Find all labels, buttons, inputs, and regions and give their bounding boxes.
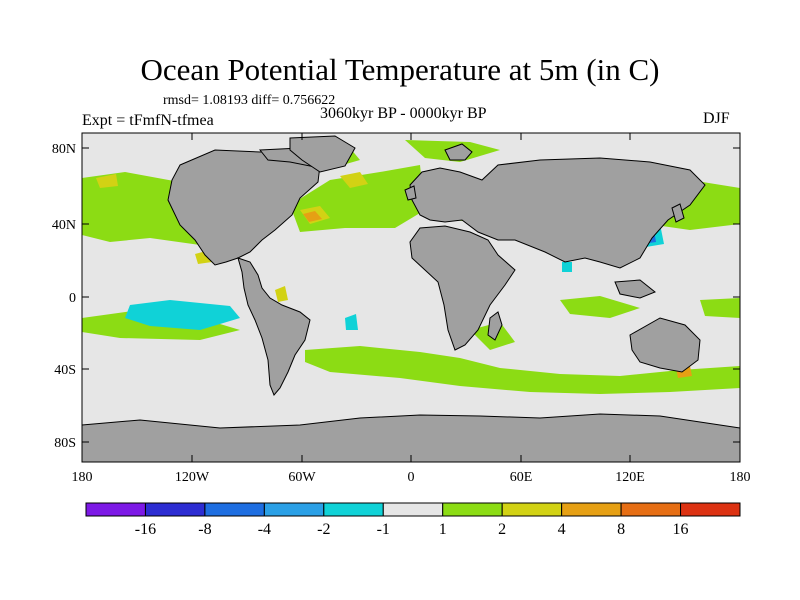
lon-label-60w: 60W: [288, 470, 316, 485]
colorbar-box-7: [501, 502, 563, 517]
south-america: [237, 257, 311, 396]
lat-label-40s: 40S: [54, 363, 76, 378]
pacific-spot: [96, 174, 118, 188]
colorbar-label-4: -1: [377, 521, 390, 538]
colorbar-label-9: 16: [673, 521, 689, 538]
colorbar-boxes: [85, 502, 741, 517]
lon-label-60e: 60E: [510, 470, 533, 485]
colorbar-box-2: [204, 502, 265, 517]
colorbar-box-6: [442, 502, 503, 517]
gulf-stream-core: [303, 211, 322, 222]
australia: [629, 317, 701, 373]
colorbar: -16 -8 -4 -2 -1 1 2 4 8 16: [85, 502, 741, 538]
map-plot: [82, 133, 740, 462]
brazil-current-spot: [275, 286, 288, 302]
africa: [409, 225, 516, 351]
antarctica: [82, 413, 740, 462]
madagascar: [487, 311, 503, 341]
japan: [671, 203, 685, 223]
british-isles: [404, 185, 417, 201]
lon-label-120e: 120E: [615, 470, 645, 485]
lat-label-0: 0: [69, 291, 76, 306]
colorbar-box-8: [561, 502, 622, 517]
season-label: DJF: [703, 110, 730, 127]
map-title: Ocean Potential Temperature at 5m (in C): [140, 52, 660, 87]
indian-ocean-patch: [560, 296, 640, 318]
latitude-axis: 80N 40N 0 40S 80S: [52, 142, 740, 451]
stats-label: rmsd= 1.08193 diff= 0.756622: [163, 93, 336, 108]
colorbar-box-5: [382, 502, 444, 517]
eurasia: [409, 157, 706, 269]
scandinavia: [444, 143, 473, 161]
greenland: [289, 135, 356, 173]
colorbar-labels: -16 -8 -4 -2 -1 1 2 4 8 16: [135, 521, 689, 538]
lat-label-80s: 80S: [54, 436, 76, 451]
colorbar-label-2: -4: [258, 521, 271, 538]
arabian-sea-cool: [562, 262, 572, 272]
land-masses: [82, 135, 740, 462]
equatorial-pacific-cool: [125, 300, 240, 330]
lat-label-40n: 40N: [52, 218, 76, 233]
colorbar-label-6: 2: [498, 521, 506, 538]
colorbar-label-5: 1: [439, 521, 447, 538]
lon-label-180e: 180: [730, 470, 751, 485]
north-atlantic-spot: [340, 172, 368, 188]
colorbar-label-8: 8: [617, 521, 625, 538]
period-label: 3060kyr BP - 0000kyr BP: [320, 105, 487, 122]
lon-label-180w: 180: [72, 470, 93, 485]
longitude-axis: 180 120W 60W 0 60E 120E 180: [72, 133, 751, 485]
colorbar-box-9: [620, 502, 682, 517]
lon-label-120w: 120W: [175, 470, 210, 485]
colorbar-box-1: [144, 502, 206, 517]
indonesia: [614, 279, 656, 299]
colorbar-label-3: -2: [317, 521, 330, 538]
southwest-pacific-patch: [700, 298, 740, 318]
colorbar-label-7: 4: [558, 521, 566, 538]
colorbar-box-0: [85, 502, 146, 517]
colorbar-label-0: -16: [135, 521, 156, 538]
colorbar-label-1: -8: [198, 521, 211, 538]
southern-ocean-band: [305, 346, 740, 394]
lat-label-80n: 80N: [52, 142, 76, 157]
brazil-cool: [345, 314, 358, 330]
colorbar-box-10: [680, 502, 741, 517]
experiment-label: Expt = tFmfN-tfmea: [82, 112, 214, 129]
colorbar-box-3: [263, 502, 325, 517]
lon-label-0: 0: [408, 470, 415, 485]
colorbar-box-4: [323, 502, 384, 517]
